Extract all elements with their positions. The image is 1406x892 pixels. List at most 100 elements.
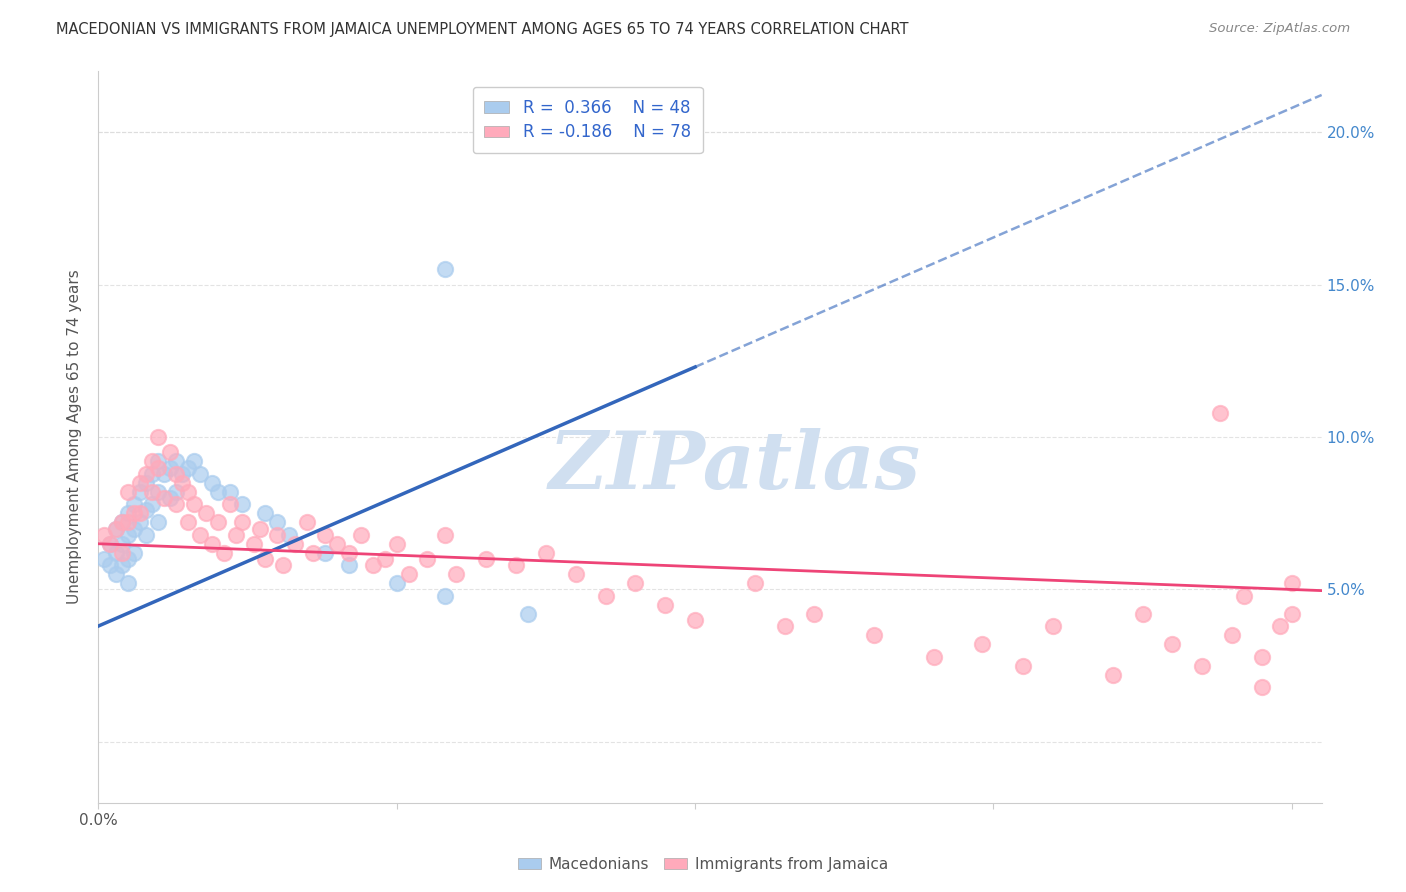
Point (337, 546, 360, 560)
Point (146, 430, 169, 444)
Point (1281, 576, 1303, 591)
Point (135, 503, 157, 517)
Point (744, 576, 766, 591)
Point (863, 628, 886, 642)
Point (129, 506, 152, 520)
Point (165, 497, 187, 511)
Point (117, 506, 139, 520)
Point (188, 527, 211, 541)
Point (194, 506, 217, 520)
Point (111, 546, 134, 560)
Point (433, 589, 456, 603)
Point (141, 485, 163, 500)
Point (225, 527, 247, 541)
Point (117, 576, 139, 591)
Point (415, 552, 437, 566)
Point (183, 454, 205, 468)
Point (231, 516, 253, 530)
Point (170, 475, 193, 490)
Point (159, 491, 181, 505)
Point (153, 491, 176, 505)
Point (146, 460, 169, 475)
Point (146, 485, 169, 500)
Point (111, 537, 134, 551)
Point (207, 485, 229, 500)
Point (361, 558, 384, 573)
Point (111, 516, 134, 530)
Point (117, 485, 139, 500)
Point (135, 467, 157, 481)
Point (231, 497, 253, 511)
Point (153, 467, 176, 481)
Point (446, 567, 468, 582)
Point (385, 537, 408, 551)
Point (278, 527, 301, 541)
Point (129, 475, 152, 490)
Point (1191, 658, 1213, 673)
Point (122, 521, 145, 535)
Point (141, 497, 163, 511)
Point (624, 576, 647, 591)
Point (297, 516, 319, 530)
Point (93, 527, 115, 541)
Text: ZIPatlas: ZIPatlas (548, 427, 921, 505)
Point (595, 589, 617, 603)
Point (129, 516, 152, 530)
Point (111, 516, 134, 530)
Point (266, 527, 288, 541)
Point (517, 607, 540, 621)
Point (177, 460, 200, 475)
Point (170, 467, 193, 481)
Point (922, 649, 945, 664)
Point (249, 521, 271, 535)
Point (111, 558, 134, 573)
Point (565, 567, 588, 582)
Point (254, 506, 277, 520)
Point (117, 527, 139, 541)
Point (1251, 649, 1274, 664)
Point (970, 637, 993, 651)
Point (129, 485, 152, 500)
Point (337, 558, 360, 573)
Point (1251, 680, 1274, 694)
Point (266, 516, 288, 530)
Point (683, 613, 706, 627)
Point (201, 537, 224, 551)
Point (188, 467, 211, 481)
Point (98, 537, 121, 551)
Point (135, 475, 157, 490)
Point (122, 546, 145, 560)
Point (242, 537, 264, 551)
Point (1233, 589, 1256, 603)
Legend: R =  0.366    N = 48, R = -0.186    N = 78: R = 0.366 N = 48, R = -0.186 N = 78 (472, 87, 703, 153)
Point (1268, 619, 1291, 633)
Legend: Macedonians, Immigrants from Jamaica: Macedonians, Immigrants from Jamaica (512, 851, 894, 878)
Point (212, 546, 235, 560)
Point (146, 516, 169, 530)
Point (159, 460, 181, 475)
Point (505, 558, 527, 573)
Point (105, 521, 128, 535)
Text: MACEDONIAN VS IMMIGRANTS FROM JAMAICA UNEMPLOYMENT AMONG AGES 65 TO 74 YEARS COR: MACEDONIAN VS IMMIGRANTS FROM JAMAICA UN… (56, 22, 908, 37)
Point (1161, 637, 1184, 651)
Point (201, 475, 224, 490)
Point (314, 546, 336, 560)
Point (1209, 406, 1232, 420)
Point (1220, 628, 1243, 642)
Point (374, 552, 396, 566)
Point (177, 516, 200, 530)
Point (177, 485, 200, 500)
Point (254, 552, 277, 566)
Y-axis label: Unemployment Among Ages 65 to 74 years: Unemployment Among Ages 65 to 74 years (67, 269, 83, 605)
Point (284, 537, 307, 551)
Point (141, 454, 163, 468)
Point (183, 497, 205, 511)
Point (218, 485, 240, 500)
Point (122, 497, 145, 511)
Point (398, 567, 420, 582)
Point (385, 576, 408, 591)
Point (122, 506, 145, 520)
Point (433, 527, 456, 541)
Point (1281, 607, 1303, 621)
Point (117, 552, 139, 566)
